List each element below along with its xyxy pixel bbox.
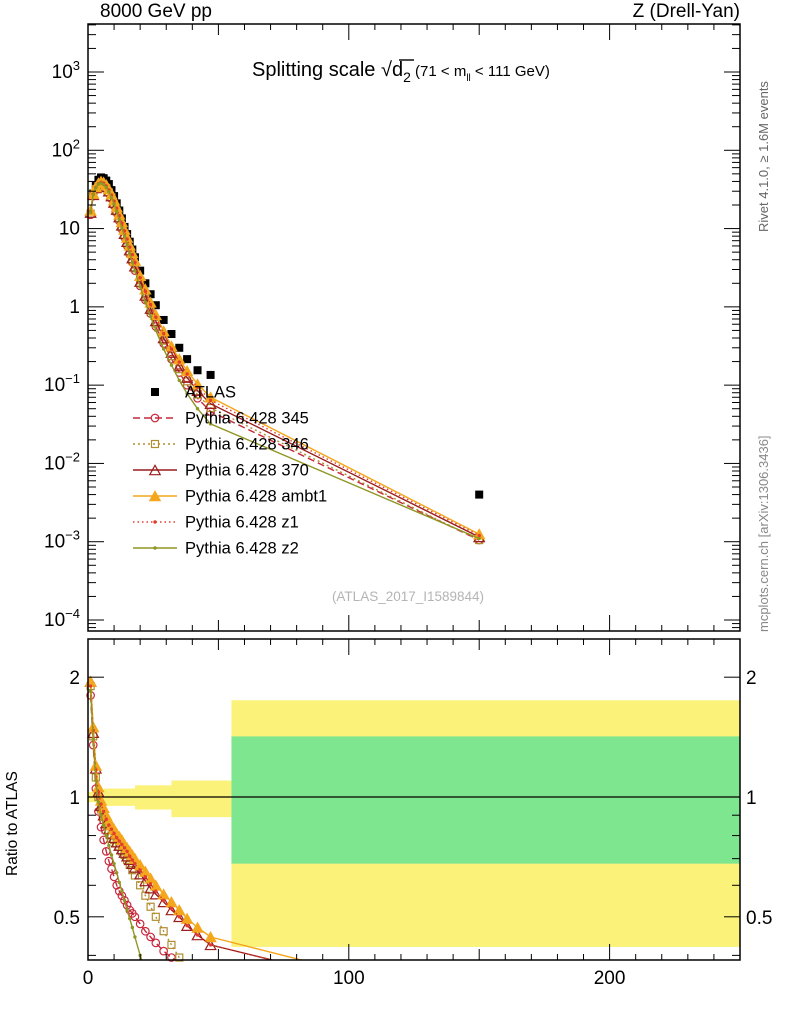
svg-text:102: 102 bbox=[52, 136, 80, 161]
main-plot-frame bbox=[87, 23, 741, 632]
title-mass-range: (71 < m bbox=[411, 63, 466, 80]
header-process: Z (Drell-Yan) bbox=[633, 1, 740, 22]
svg-text:200: 200 bbox=[594, 968, 626, 989]
svg-text:0.5: 0.5 bbox=[746, 908, 772, 929]
ratio-plot-frame bbox=[87, 638, 741, 961]
legend-entry-pythia-ambt1: Pythia 6.428 ambt1 bbox=[133, 488, 327, 506]
svg-text:10−4: 10−4 bbox=[44, 606, 80, 631]
svg-text:Pythia 6.428 z2: Pythia 6.428 z2 bbox=[185, 540, 299, 558]
svg-text:1: 1 bbox=[69, 788, 80, 809]
svg-text:103: 103 bbox=[52, 58, 80, 83]
title-sqrt-d: √d bbox=[381, 59, 403, 81]
title-subscript: 2 bbox=[403, 69, 411, 85]
svg-text:10: 10 bbox=[59, 219, 80, 240]
header-beam-energy: 8000 GeV pp bbox=[100, 1, 212, 22]
analysis-watermark: (ATLAS_2017_I1589844) bbox=[332, 589, 484, 604]
legend-entry-atlas: ATLAS bbox=[151, 384, 236, 402]
title-prefix: Splitting scale bbox=[252, 59, 381, 81]
svg-text:Pythia 6.428 346: Pythia 6.428 346 bbox=[185, 436, 309, 454]
curve-pythia-z2 bbox=[88, 181, 481, 541]
svg-text:Pythia 6.428 ambt1: Pythia 6.428 ambt1 bbox=[185, 488, 327, 506]
mcplots-arxiv-label: mcplots.cern.ch [arXiv:1306.3436] bbox=[756, 435, 771, 632]
svg-text:Splitting scale √d2 (71 < mll: Splitting scale √d2 (71 < mll < 111 GeV) bbox=[252, 59, 550, 85]
legend-entry-pythia-345: Pythia 6.428 345 bbox=[133, 410, 309, 428]
svg-text:2: 2 bbox=[746, 668, 757, 689]
svg-text:2: 2 bbox=[69, 668, 80, 689]
curve-pythia-ambt1 bbox=[84, 675, 305, 960]
svg-text:Pythia 6.428 z1: Pythia 6.428 z1 bbox=[185, 514, 299, 532]
curve-pythia-z2 bbox=[88, 688, 143, 960]
axis-ticks-and-labels: 0 100 200 10−4 10−3 10−2 10−1 1 10 102 103 0.5 0.5 1 1… bbox=[44, 24, 772, 989]
legend-entry-pythia-346: Pythia 6.428 346 bbox=[133, 436, 309, 454]
svg-text:Pythia 6.428 370: Pythia 6.428 370 bbox=[185, 462, 309, 480]
curve-pythia-z1 bbox=[88, 684, 275, 960]
rivet-version-label: Rivet 4.1.0, ≥ 1.6M events bbox=[756, 81, 771, 232]
legend-entry-pythia-370: Pythia 6.428 370 bbox=[133, 462, 309, 480]
title-mll-subscript: ll bbox=[466, 73, 470, 84]
svg-text:ATLAS: ATLAS bbox=[185, 384, 236, 402]
title-mass-range-end: < 111 GeV) bbox=[471, 63, 550, 80]
ratio-uncertainty-bands bbox=[88, 700, 740, 947]
legend-entry-pythia-z2: Pythia 6.428 z2 bbox=[133, 540, 299, 558]
data-curves bbox=[84, 173, 486, 962]
svg-text:1: 1 bbox=[69, 297, 80, 318]
legend-entry-pythia-z1: Pythia 6.428 z1 bbox=[133, 514, 299, 532]
svg-text:Pythia 6.428 345: Pythia 6.428 345 bbox=[185, 410, 309, 428]
svg-text:1: 1 bbox=[746, 788, 757, 809]
svg-text:0: 0 bbox=[83, 968, 94, 989]
plot-title: Splitting scale √d2 (71 < mll < 111 GeV) bbox=[252, 59, 550, 85]
svg-text:10−2: 10−2 bbox=[44, 449, 80, 474]
svg-text:0.5: 0.5 bbox=[54, 908, 80, 929]
svg-text:100: 100 bbox=[333, 968, 365, 989]
svg-text:10−1: 10−1 bbox=[44, 371, 80, 396]
legend: ATLAS Pythia 6.428 345 Pythia 6.428 346 Pyt… bbox=[133, 384, 327, 558]
svg-text:10−3: 10−3 bbox=[44, 528, 80, 553]
ratio-axis-title: Ratio to ATLAS bbox=[4, 771, 21, 876]
